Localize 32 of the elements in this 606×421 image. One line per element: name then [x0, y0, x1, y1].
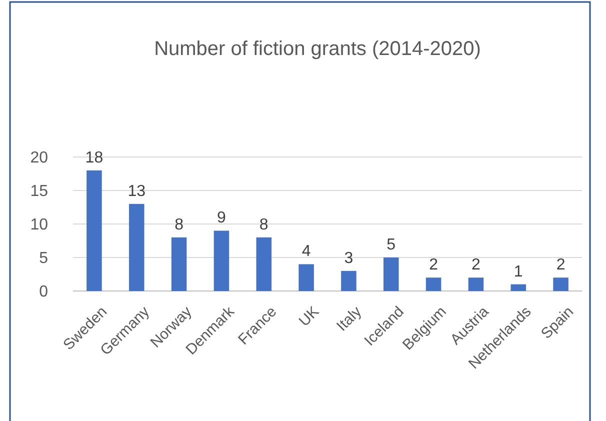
- bar: [383, 258, 399, 291]
- data-label: 8: [174, 216, 184, 234]
- data-label: 2: [556, 256, 566, 274]
- bar: [214, 230, 230, 291]
- x-tick-label: UK: [296, 303, 323, 330]
- data-label: 5: [386, 236, 396, 254]
- x-tick-label: Italy: [333, 302, 366, 335]
- y-tick-label: 5: [39, 250, 48, 268]
- data-label: 1: [514, 263, 523, 280]
- data-label: 3: [344, 250, 354, 267]
- data-label: 4: [302, 243, 311, 260]
- bar: [86, 170, 102, 291]
- data-label: 8: [259, 216, 268, 234]
- data-label: 2: [472, 256, 481, 274]
- chart-title: Number of fiction grants (2014-2020): [154, 38, 481, 60]
- y-tick-label: 15: [30, 183, 48, 200]
- data-label: 18: [85, 149, 104, 166]
- data-label: 13: [128, 182, 146, 200]
- bar: [298, 264, 314, 291]
- y-tick-label: 20: [30, 150, 48, 167]
- data-label: 2: [429, 256, 438, 274]
- bar: [553, 278, 568, 291]
- bar: [256, 237, 272, 291]
- bar: [510, 284, 526, 291]
- bar: [341, 270, 356, 291]
- bar: [468, 278, 484, 291]
- y-tick-label: 10: [30, 216, 48, 234]
- bar: [171, 237, 187, 291]
- bar: [128, 204, 144, 291]
- bar: [426, 278, 442, 291]
- y-tick-label: 0: [39, 284, 48, 301]
- data-label: 9: [217, 210, 226, 227]
